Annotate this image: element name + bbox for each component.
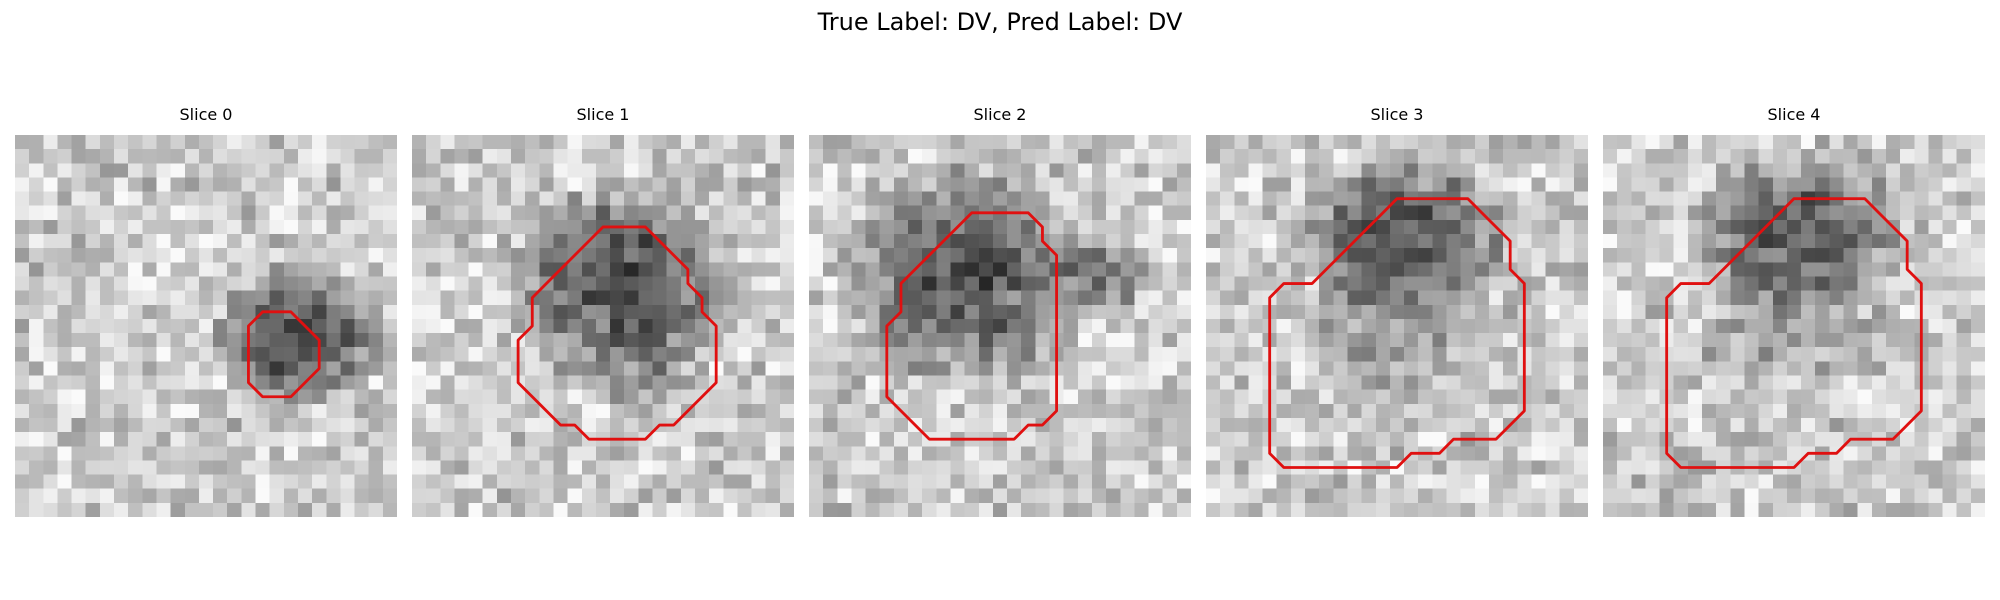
slice-panel-3: Slice 3: [1206, 104, 1588, 517]
slice-title: Slice 1: [576, 105, 630, 124]
figure-title: True Label: DV, Pred Label: DV: [817, 8, 1183, 36]
pixel-grid: [412, 135, 794, 517]
pixel-grid: [15, 135, 397, 517]
slice-title: Slice 4: [1767, 105, 1821, 124]
slice-panel-4: Slice 4: [1603, 104, 1985, 517]
slice-title: Slice 0: [179, 105, 233, 124]
pixel-grid: [1206, 135, 1588, 517]
slice-title: Slice 3: [1370, 105, 1424, 124]
slice-panel-2: Slice 2: [809, 104, 1191, 517]
segmentation-contour: [885, 211, 1059, 441]
segmentation-contour: [247, 310, 321, 399]
pixel-grid: [809, 135, 1191, 517]
slice-panel-1: Slice 1: [412, 104, 794, 517]
slice-image: [1603, 135, 1985, 517]
slice-image: [15, 135, 397, 517]
pixel-grid: [1603, 135, 1985, 517]
slice-image: [809, 135, 1191, 517]
slice-panel-0: Slice 0: [15, 104, 397, 517]
slice-image: [412, 135, 794, 517]
slice-title: Slice 2: [973, 105, 1027, 124]
slice-image: [1206, 135, 1588, 517]
segmentation-contour: [516, 225, 718, 441]
segmentation-contour: [1665, 197, 1923, 469]
segmentation-contour: [1268, 197, 1526, 469]
